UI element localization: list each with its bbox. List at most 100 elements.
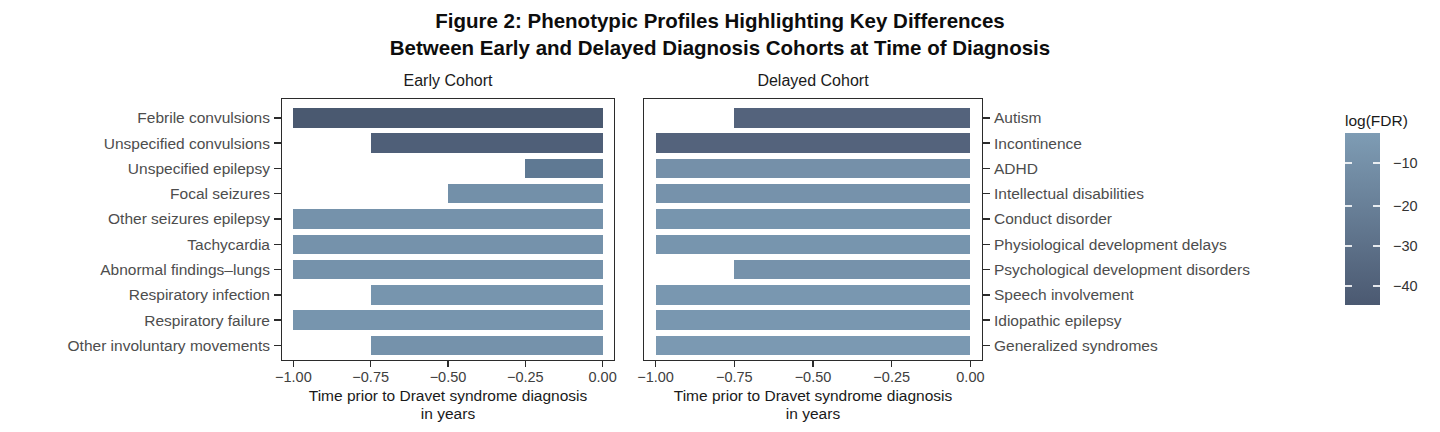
y-tick-mark [983, 142, 990, 144]
figure-title-line2: Between Early and Delayed Diagnosis Coho… [390, 36, 1050, 60]
y-tick-mark [274, 294, 281, 296]
y-axis-label: Other involuntary movements [68, 336, 270, 355]
y-axis-label: Speech involvement [994, 285, 1134, 304]
bar [293, 260, 602, 280]
y-tick-mark [274, 218, 281, 220]
bar [656, 159, 971, 179]
y-axis-label: Respiratory failure [144, 311, 270, 330]
bar [293, 108, 602, 128]
colorbar-tick-mark [1345, 245, 1352, 247]
x-tick-mark [370, 361, 372, 367]
y-axis-label: Unspecified convulsions [104, 134, 270, 153]
y-tick-mark [983, 345, 990, 347]
y-tick-mark [274, 193, 281, 195]
y-axis-label: Tachycardia [187, 235, 270, 254]
x-tick-label: −0.50 [430, 369, 467, 385]
colorbar-tick-mark [1373, 162, 1380, 164]
colorbar-tick-label: −40 [1393, 278, 1418, 294]
x-tick-label: −1.00 [275, 369, 312, 385]
y-tick-mark [983, 294, 990, 296]
bar [656, 336, 971, 356]
bar [734, 260, 970, 280]
x-axis-title-delayed-line2: in years [786, 405, 840, 423]
x-tick-mark [655, 361, 657, 367]
bar [293, 209, 602, 229]
y-tick-mark [983, 117, 990, 119]
bar [371, 285, 603, 305]
colorbar-tick-mark [1373, 285, 1380, 287]
colorbar-tick-label: −10 [1393, 155, 1418, 171]
bar [525, 159, 602, 179]
bar [656, 285, 971, 305]
y-tick-mark [274, 319, 281, 321]
bar [656, 209, 971, 229]
y-tick-mark [274, 142, 281, 144]
figure-title-line1: Figure 2: Phenotypic Profiles Highlighti… [435, 9, 1005, 33]
y-tick-mark [983, 269, 990, 271]
y-axis-label: Febrile convulsions [137, 108, 270, 127]
y-axis-label: Intellectual disabilities [994, 184, 1144, 203]
colorbar-tick-mark [1345, 162, 1352, 164]
y-axis-label: Incontinence [994, 134, 1082, 153]
x-tick-mark [293, 361, 295, 367]
bar [293, 235, 602, 255]
colorbar-tick-mark [1345, 205, 1352, 207]
x-tick-mark [970, 361, 972, 367]
panel-title-early-cohort: Early Cohort [404, 72, 493, 90]
bar [448, 184, 603, 204]
colorbar-gradient [1345, 133, 1380, 305]
x-tick-label: −0.75 [352, 369, 389, 385]
y-tick-mark [983, 244, 990, 246]
y-tick-mark [274, 269, 281, 271]
y-axis-label: Generalized syndromes [994, 336, 1158, 355]
x-tick-mark [891, 361, 893, 367]
bar [371, 336, 603, 356]
bar [656, 184, 971, 204]
colorbar-tick-label: −30 [1393, 238, 1418, 254]
y-tick-mark [274, 244, 281, 246]
colorbar-tick-label: −20 [1393, 198, 1418, 214]
y-axis-label: Unspecified epilepsy [128, 159, 270, 178]
y-axis-label: Respiratory infection [129, 285, 270, 304]
x-tick-mark [447, 361, 449, 367]
y-axis-label: Psychological development disorders [994, 260, 1250, 279]
figure: Figure 2: Phenotypic Profiles Highlighti… [0, 0, 1440, 432]
y-tick-mark [274, 345, 281, 347]
y-tick-mark [274, 168, 281, 170]
bar [656, 235, 971, 255]
bar [656, 310, 971, 330]
y-tick-mark [983, 168, 990, 170]
x-tick-label: −1.00 [637, 369, 674, 385]
bar [371, 133, 603, 153]
y-axis-label: Focal seizures [170, 184, 270, 203]
x-axis-title-early-line1: Time prior to Dravet syndrome diagnosis [309, 387, 588, 405]
bar [734, 108, 970, 128]
y-axis-label: ADHD [994, 159, 1038, 178]
x-tick-label: 0.00 [589, 369, 617, 385]
y-tick-mark [983, 218, 990, 220]
x-tick-label: 0.00 [956, 369, 984, 385]
x-tick-label: −0.25 [873, 369, 910, 385]
bar [656, 133, 971, 153]
x-tick-label: −0.25 [507, 369, 544, 385]
x-tick-mark [525, 361, 527, 367]
x-tick-label: −0.50 [795, 369, 832, 385]
y-axis-label: Idiopathic epilepsy [994, 311, 1122, 330]
x-tick-mark [734, 361, 736, 367]
x-tick-mark [812, 361, 814, 367]
colorbar-tick-mark [1373, 205, 1380, 207]
y-axis-label: Autism [994, 108, 1041, 127]
y-axis-label: Other seizures epilepsy [108, 209, 270, 228]
colorbar-tick-mark [1345, 285, 1352, 287]
y-axis-label: Abnormal findings–lungs [100, 260, 270, 279]
y-axis-label: Conduct disorder [994, 209, 1112, 228]
colorbar-title: log(FDR) [1345, 112, 1408, 130]
y-axis-label: Physiological development delays [994, 235, 1227, 254]
colorbar-tick-mark [1373, 245, 1380, 247]
bar [293, 310, 602, 330]
x-tick-label: −0.75 [716, 369, 753, 385]
panel-title-delayed-cohort: Delayed Cohort [757, 72, 868, 90]
x-axis-title-delayed-line1: Time prior to Dravet syndrome diagnosis [674, 387, 953, 405]
y-tick-mark [274, 117, 281, 119]
y-tick-mark [983, 193, 990, 195]
